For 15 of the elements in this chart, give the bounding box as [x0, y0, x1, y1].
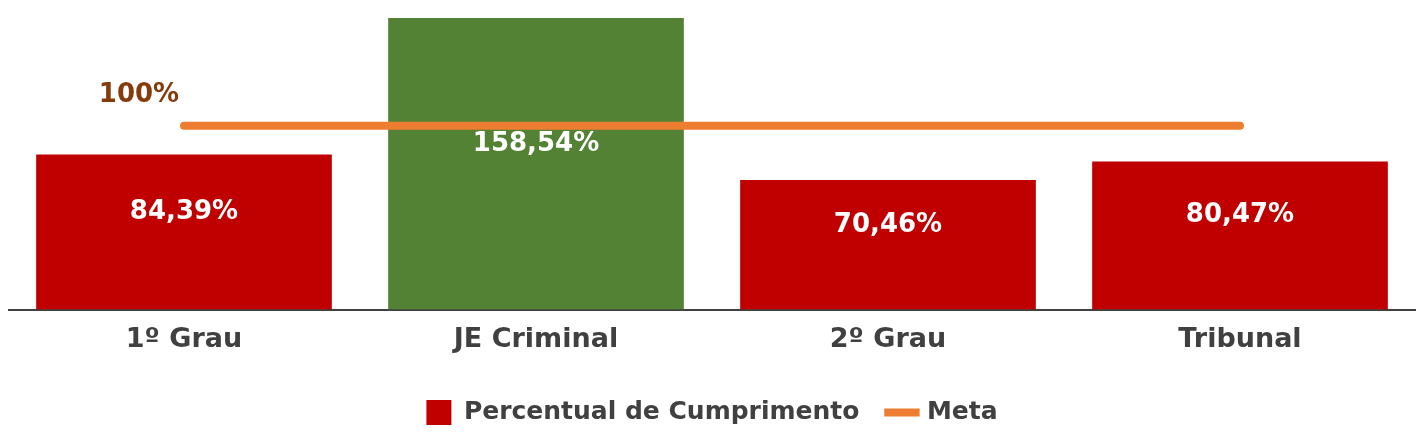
bar: [740, 180, 1036, 310]
x-tick-label: JE Criminal: [451, 321, 619, 353]
data-label: 80,47%: [1185, 198, 1295, 229]
data-label: 70,46%: [833, 207, 943, 238]
bar: [36, 154, 332, 310]
bar: [1092, 161, 1388, 310]
x-tick-label: 2º Grau: [829, 321, 947, 353]
data-label: 84,39%: [129, 194, 239, 225]
x-tick-label: Tribunal: [1178, 321, 1302, 353]
bar: [388, 18, 684, 310]
annotation: 100%: [98, 78, 180, 109]
x-tick-label: 1º Grau: [125, 321, 243, 353]
data-label: 158,54%: [472, 126, 600, 157]
legend-label: Percentual de Cumprimento: [463, 396, 860, 425]
legend-label: Meta: [926, 396, 998, 425]
